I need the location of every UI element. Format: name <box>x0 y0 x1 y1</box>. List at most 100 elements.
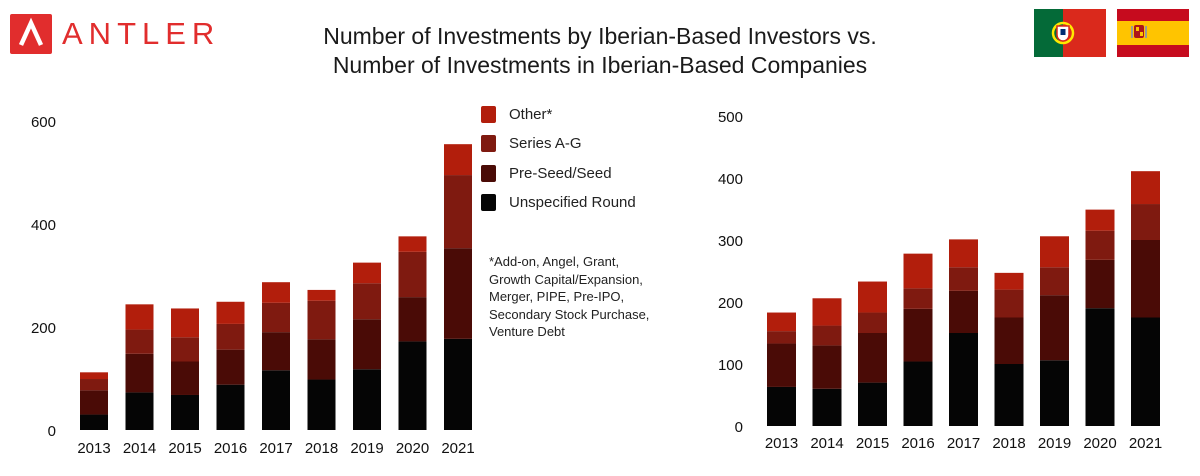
left-bar-segment <box>262 302 290 333</box>
right-bar-segment <box>1131 240 1160 318</box>
right-bar-segment <box>812 345 842 389</box>
right-bar-segment <box>1040 236 1069 268</box>
right-bar-segment <box>812 325 842 346</box>
right-bar-segment <box>903 361 933 426</box>
right-bar-segment <box>994 317 1024 364</box>
left-bar-segment <box>398 341 427 430</box>
right-bar-segment <box>949 333 978 426</box>
left-y-tick-label: 200 <box>31 320 56 337</box>
right-bar-segment <box>767 331 796 344</box>
legend-item-series-a-g: Series A-G <box>481 134 636 154</box>
left-bar-segment <box>216 384 245 430</box>
right-bar-segment <box>812 298 842 326</box>
right-bar-segment <box>1131 317 1160 426</box>
left-bar-segment <box>307 339 336 380</box>
right-bar-segment <box>994 289 1024 318</box>
antler-logo: ANTLER <box>10 14 220 54</box>
left-x-tick-label: 2020 <box>396 440 429 457</box>
left-bar-segment <box>80 390 108 415</box>
left-x-tick-label: 2019 <box>350 440 383 457</box>
left-bar-segment <box>216 349 245 385</box>
legend-swatch-other <box>481 105 496 123</box>
right-x-tick-label: 2016 <box>901 435 934 452</box>
left-bar-segment <box>307 300 336 340</box>
right-x-tick-label: 2019 <box>1038 435 1071 452</box>
legend-label-other: Other* <box>509 105 553 123</box>
left-bar-segment <box>307 289 336 301</box>
right-bar-segment <box>1085 259 1115 309</box>
legend-swatch-series-a-g <box>481 135 496 152</box>
legend-item-pre-seed-seed: Pre-Seed/Seed <box>481 163 636 183</box>
left-bar-segment <box>216 323 245 350</box>
legend-label-unspecified-round: Unspecified Round <box>509 194 636 211</box>
right-x-tick-label: 2013 <box>765 435 798 452</box>
left-x-tick-label: 2016 <box>214 440 247 457</box>
right-y-tick-label: 400 <box>718 171 743 188</box>
spain-flag-icon <box>1117 9 1189 57</box>
legend-swatch-unspecified-round <box>481 194 496 211</box>
legend-label-pre-seed-seed: Pre-Seed/Seed <box>509 164 612 182</box>
right-bar-segment <box>1040 360 1069 426</box>
right-y-tick-label: 300 <box>718 233 743 250</box>
left-bar-segment <box>353 319 381 370</box>
left-x-tick-label: 2013 <box>77 440 110 457</box>
right-x-tick-label: 2017 <box>947 435 980 452</box>
left-bar-segment <box>171 337 199 362</box>
left-bar-segment <box>307 379 336 430</box>
right-bar-segment <box>903 288 933 309</box>
left-bar-segment <box>444 248 472 339</box>
right-bar-segment <box>812 388 842 426</box>
legend-item-other: Other* <box>481 104 636 124</box>
right-y-tick-label: 100 <box>718 357 743 374</box>
legend-swatch-pre-seed-seed <box>481 164 496 182</box>
left-bar-segment <box>80 414 108 430</box>
right-x-tick-label: 2014 <box>810 435 843 452</box>
right-bar-segment <box>1085 308 1115 426</box>
right-bar-segment <box>858 281 887 313</box>
left-y-tick-label: 0 <box>48 423 56 440</box>
antler-logo-mark-icon <box>10 14 52 54</box>
right-x-tick-label: 2015 <box>856 435 889 452</box>
left-x-tick-label: 2017 <box>259 440 292 457</box>
right-bar-segment <box>767 343 796 387</box>
right-bar-segment <box>767 386 796 426</box>
left-bar-segment <box>353 369 381 430</box>
right-y-tick-label: 200 <box>718 295 743 312</box>
left-bar-segment <box>398 236 427 252</box>
right-bar-segment <box>1040 295 1069 361</box>
right-bar-segment <box>1040 267 1069 296</box>
right-bar-segment <box>767 312 796 332</box>
right-bar-segment <box>858 333 887 383</box>
left-bar-segment <box>444 175 472 249</box>
right-bar-segment <box>903 253 933 289</box>
logo-text: ANTLER <box>62 16 221 51</box>
left-bar-segment <box>171 308 199 338</box>
portugal-flag-icon <box>1034 9 1106 57</box>
footnote: *Add-on, Angel, Grant, Growth Capital/Ex… <box>489 254 650 340</box>
left-x-tick-label: 2015 <box>168 440 201 457</box>
left-bar-segment <box>80 379 108 391</box>
right-bar-segment <box>1131 204 1160 240</box>
left-bar-segment <box>262 332 290 371</box>
left-bar-segment <box>353 262 381 284</box>
left-x-tick-label: 2018 <box>305 440 338 457</box>
left-bar-segment <box>444 144 472 176</box>
right-x-tick-label: 2021 <box>1129 435 1162 452</box>
left-bar-segment <box>80 372 108 380</box>
left-y-tick-label: 400 <box>31 217 56 234</box>
right-bar-segment <box>903 308 933 362</box>
left-bar-segment <box>216 301 245 324</box>
right-bar-segment <box>1085 209 1115 231</box>
left-bar-segment <box>398 251 427 298</box>
left-bar-segment <box>171 394 199 430</box>
left-bar-segment <box>171 361 199 395</box>
left-bar-segment <box>125 329 154 354</box>
right-bar-segment <box>994 272 1024 290</box>
right-x-tick-label: 2020 <box>1083 435 1116 452</box>
right-bar-segment <box>994 364 1024 426</box>
left-bar-segment <box>398 297 427 342</box>
left-x-tick-label: 2021 <box>441 440 474 457</box>
left-bar-segment <box>444 338 472 430</box>
left-y-tick-label: 600 <box>31 114 56 131</box>
